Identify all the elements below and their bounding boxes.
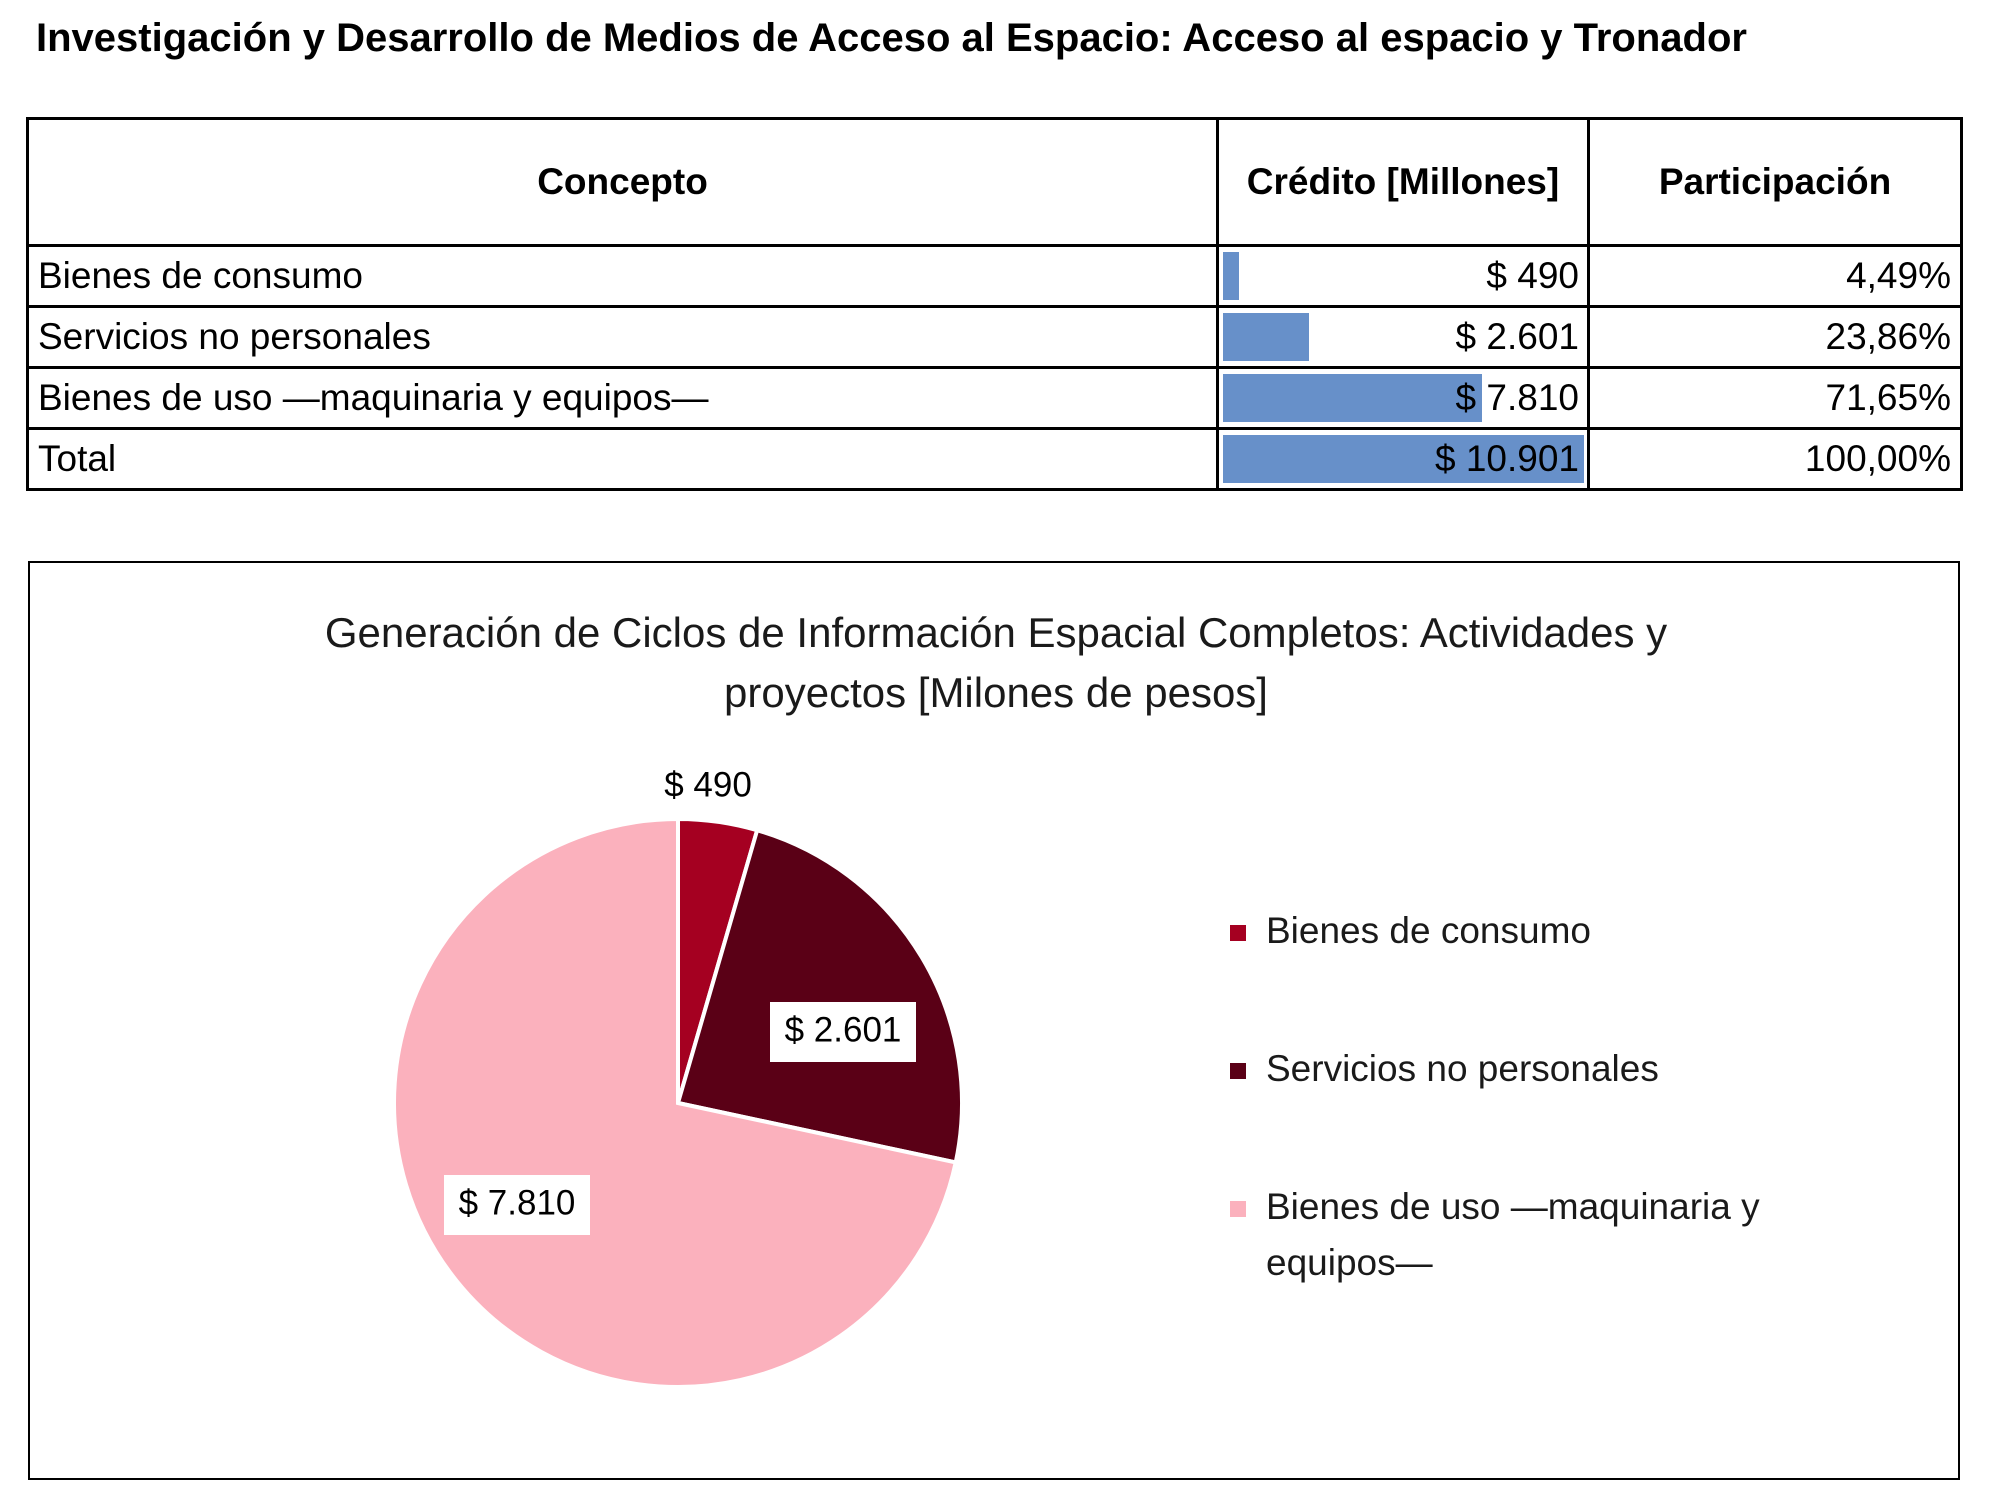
credito-value: $ 7.810 xyxy=(1455,377,1579,418)
cell-credito: $ 2.601 xyxy=(1216,305,1590,369)
pie-slice xyxy=(675,827,964,1165)
pie-slice xyxy=(392,816,959,1389)
pie-data-label-box xyxy=(444,1175,590,1235)
credito-databar xyxy=(1223,252,1240,300)
page-title: Investigación y Desarrollo de Medios de … xyxy=(36,16,1747,60)
credito-value: $ 490 xyxy=(1486,255,1579,296)
legend-label: Bienes de uso —maquinaria y equipos— xyxy=(1266,1179,1760,1291)
chart-title: Generación de Ciclos de Información Espa… xyxy=(30,603,1962,723)
credit-table: Concepto Crédito [Millones] Participació… xyxy=(26,117,1963,491)
pie-data-label: $ 490 xyxy=(664,765,752,804)
chart-title-line-2: proyectos [Milones de pesos] xyxy=(724,669,1268,716)
legend-label-line: Bienes de uso —maquinaria y xyxy=(1266,1186,1760,1227)
legend-label: Bienes de consumo xyxy=(1266,903,1591,959)
cell-participacion: 4,49% xyxy=(1587,244,1963,308)
pie-data-label: $ 7.810 xyxy=(459,1183,576,1222)
cell-participacion: 71,65% xyxy=(1587,366,1963,430)
cell-concepto: Bienes de uso —maquinaria y equipos— xyxy=(26,366,1219,430)
header-concepto: Concepto xyxy=(26,117,1219,247)
legend-label: Servicios no personales xyxy=(1266,1041,1659,1097)
table-header-row: Concepto Crédito [Millones] Participació… xyxy=(26,117,1963,247)
header-participacion: Participación xyxy=(1587,117,1963,247)
table-row: Bienes de uso —maquinaria y equipos— $ 7… xyxy=(26,366,1963,430)
pie-data-label-box xyxy=(770,1002,916,1062)
credito-databar xyxy=(1223,374,1482,422)
credito-value: $ 10.901 xyxy=(1434,438,1579,479)
table-row: Servicios no personales $ 2.601 23,86% xyxy=(26,305,1963,369)
legend-label-line: Servicios no personales xyxy=(1266,1048,1659,1089)
cell-credito: $ 7.810 xyxy=(1216,366,1590,430)
legend-swatch xyxy=(1230,925,1246,941)
pie-chart: $ 490 $ 2.601 $ 7.810 xyxy=(392,765,964,1389)
cell-participacion: 23,86% xyxy=(1587,305,1963,369)
pie-chart-area: Generación de Ciclos de Información Espa… xyxy=(28,561,1960,1480)
pie-data-label: $ 2.601 xyxy=(785,1010,902,1049)
cell-concepto: Total xyxy=(26,427,1219,491)
cell-credito: $ 490 xyxy=(1216,244,1590,308)
legend-swatch xyxy=(1230,1201,1246,1217)
legend-label-line: Bienes de consumo xyxy=(1266,910,1591,951)
cell-concepto: Bienes de consumo xyxy=(26,244,1219,308)
chart-title-line-1: Generación de Ciclos de Información Espa… xyxy=(324,609,1668,656)
table-row-total: Total $ 10.901 100,00% xyxy=(26,427,1963,491)
credito-databar xyxy=(1223,313,1310,361)
header-credito: Crédito [Millones] xyxy=(1216,117,1590,247)
legend-swatch xyxy=(1230,1063,1246,1079)
cell-concepto: Servicios no personales xyxy=(26,305,1219,369)
credito-value: $ 2.601 xyxy=(1455,316,1579,357)
cell-participacion: 100,00% xyxy=(1587,427,1963,491)
credito-databar xyxy=(1223,435,1584,483)
table-row: Bienes de consumo $ 490 4,49% xyxy=(26,244,1963,308)
legend-label-line: equipos— xyxy=(1266,1242,1433,1283)
cell-credito: $ 10.901 xyxy=(1216,427,1590,491)
